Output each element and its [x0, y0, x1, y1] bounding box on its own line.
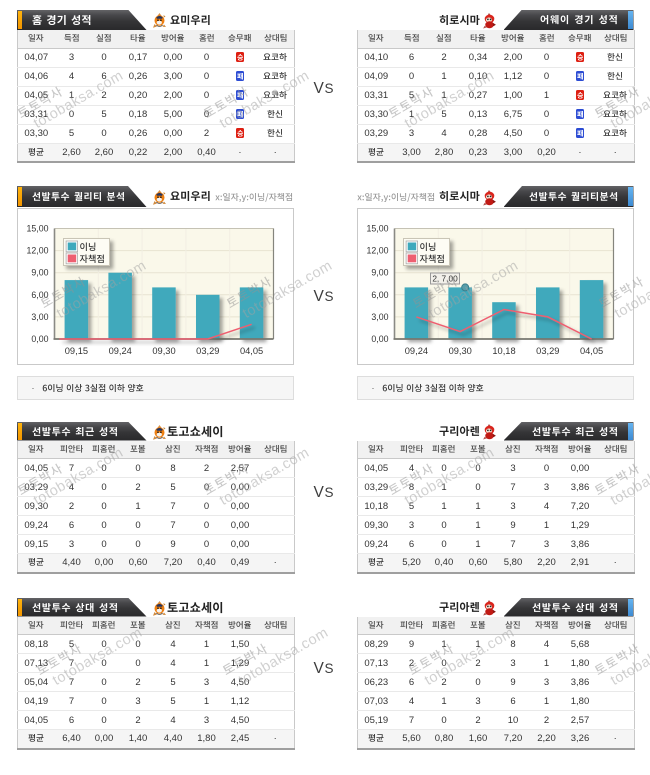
- svg-text:03,29: 03,29: [196, 346, 219, 356]
- svg-text:2, 7,00: 2, 7,00: [432, 273, 458, 283]
- svg-text:3,00: 3,00: [371, 311, 388, 321]
- svg-text:12,00: 12,00: [26, 245, 48, 255]
- svg-text:04,05: 04,05: [239, 346, 262, 356]
- svg-text:09,24: 09,24: [108, 346, 131, 356]
- svg-text:6,00: 6,00: [31, 289, 48, 299]
- svg-text:3,00: 3,00: [31, 311, 48, 321]
- svg-text:04,05: 04,05: [579, 346, 602, 356]
- svg-text:9,00: 9,00: [371, 267, 388, 277]
- svg-text:12,00: 12,00: [366, 245, 388, 255]
- svg-text:6,00: 6,00: [371, 289, 388, 299]
- svg-text:03,29: 03,29: [536, 346, 559, 356]
- svg-text:15,00: 15,00: [366, 223, 388, 233]
- svg-text:09,15: 09,15: [64, 346, 87, 356]
- svg-text:0,00: 0,00: [31, 334, 48, 344]
- svg-text:0,00: 0,00: [371, 334, 388, 344]
- svg-text:10,18: 10,18: [492, 346, 515, 356]
- svg-text:09,30: 09,30: [448, 346, 471, 356]
- svg-text:15,00: 15,00: [26, 223, 48, 233]
- svg-text:09,24: 09,24: [404, 346, 427, 356]
- svg-text:9,00: 9,00: [31, 267, 48, 277]
- svg-text:09,30: 09,30: [152, 346, 175, 356]
